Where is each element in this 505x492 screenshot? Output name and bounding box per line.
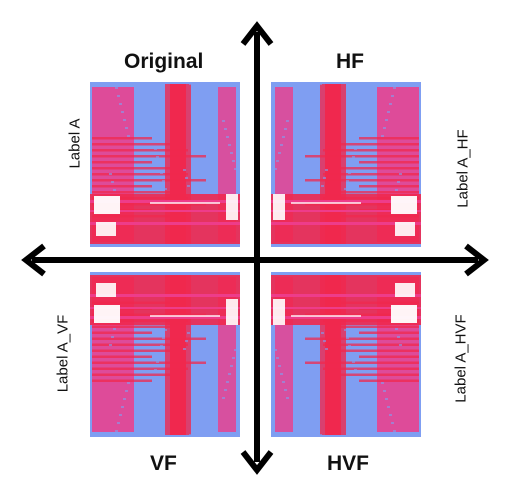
title-hf: HF (336, 50, 364, 73)
vertical-axis-arrow (240, 21, 274, 475)
spectrogram-hf (271, 82, 421, 247)
spectrogram-hvf (271, 272, 421, 437)
title-original: Original (124, 50, 204, 73)
spectrogram-original (90, 82, 240, 247)
horizontal-axis-arrow (21, 243, 489, 277)
spectrogram-vf (90, 272, 240, 437)
title-vf: VF (150, 452, 177, 475)
title-hvf: HVF (327, 452, 369, 475)
